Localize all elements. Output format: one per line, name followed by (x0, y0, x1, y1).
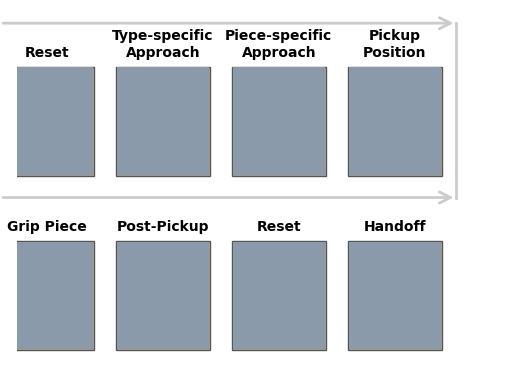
FancyBboxPatch shape (117, 242, 209, 350)
Text: Handoff: Handoff (364, 220, 426, 234)
FancyBboxPatch shape (233, 242, 325, 350)
FancyBboxPatch shape (233, 67, 325, 175)
FancyBboxPatch shape (117, 67, 209, 175)
FancyBboxPatch shape (0, 241, 94, 350)
FancyBboxPatch shape (1, 67, 93, 175)
FancyBboxPatch shape (116, 67, 210, 176)
FancyBboxPatch shape (348, 67, 441, 176)
FancyBboxPatch shape (232, 67, 326, 176)
Text: Grip Piece: Grip Piece (7, 220, 87, 234)
Text: Reset: Reset (25, 45, 69, 60)
Text: Piece-specific
Approach: Piece-specific Approach (225, 29, 332, 60)
FancyBboxPatch shape (349, 67, 441, 175)
FancyBboxPatch shape (349, 242, 441, 350)
Text: Post-Pickup: Post-Pickup (117, 220, 209, 234)
Text: Type-specific
Approach: Type-specific Approach (112, 29, 214, 60)
FancyBboxPatch shape (0, 67, 94, 176)
FancyBboxPatch shape (116, 241, 210, 350)
FancyBboxPatch shape (348, 241, 441, 350)
FancyBboxPatch shape (1, 242, 93, 350)
Text: Reset: Reset (257, 220, 301, 234)
FancyBboxPatch shape (232, 241, 326, 350)
Text: Pickup
Position: Pickup Position (363, 29, 426, 60)
